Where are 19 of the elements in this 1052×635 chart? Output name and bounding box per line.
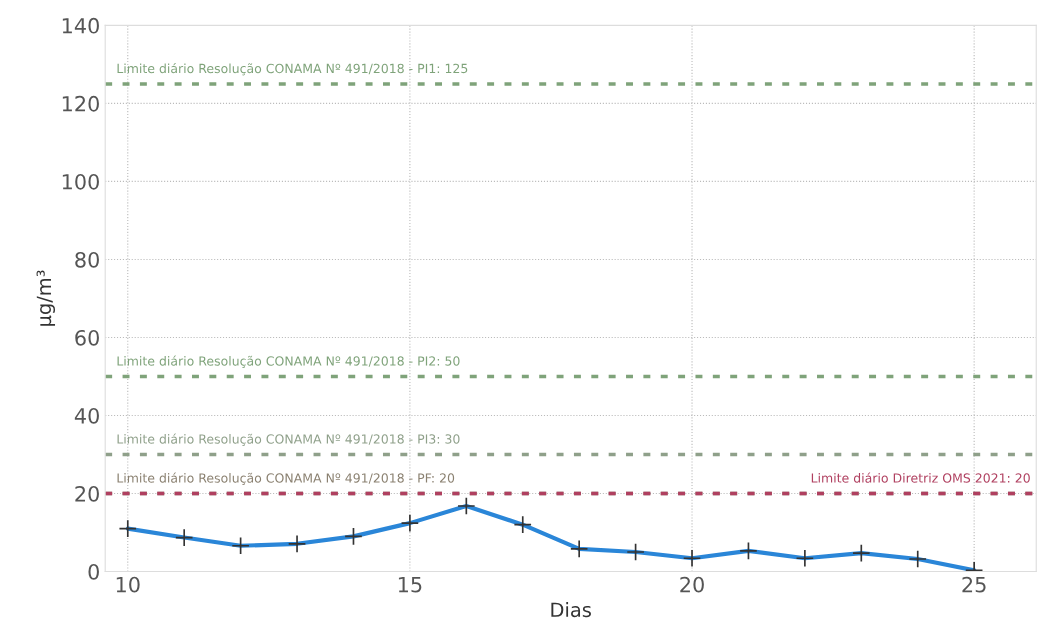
ref-line-label: Limite diário Resolução CONAMA Nº 491/2018 - PI3: 30 (117, 433, 460, 446)
x-axis-title: Dias (551, 602, 591, 618)
x-tick-label: 25 (962, 576, 986, 593)
ref-line-label: Limite diário Resolução CONAMA Nº 491/2018 - PI2: 50 (117, 355, 460, 368)
y-tick-label: 0 (88, 563, 99, 580)
y-tick-label: 60 (75, 329, 99, 346)
x-tick-label: 10 (116, 576, 140, 593)
y-tick-label: 140 (62, 17, 99, 34)
ref-line-label: Limite diário Resolução CONAMA Nº 491/2018 - PI1: 125 (117, 62, 468, 76)
y-tick-label: 20 (75, 485, 99, 502)
ref-line-label: Limite diário Diretriz OMS 2021: 20 (811, 472, 1030, 483)
y-tick-label: 80 (75, 251, 99, 268)
y-axis-title: µg/m³ (36, 270, 56, 326)
x-tick-label: 20 (680, 576, 704, 593)
y-tick-label: 100 (62, 173, 99, 190)
y-tick-label: 40 (74, 407, 99, 424)
x-tick-label: 15 (398, 577, 422, 593)
ref-line-label: Limite diário Resolução CONAMA Nº 491/2018 - PF: 20 (117, 472, 455, 485)
y-tick-label: 120 (62, 95, 99, 112)
